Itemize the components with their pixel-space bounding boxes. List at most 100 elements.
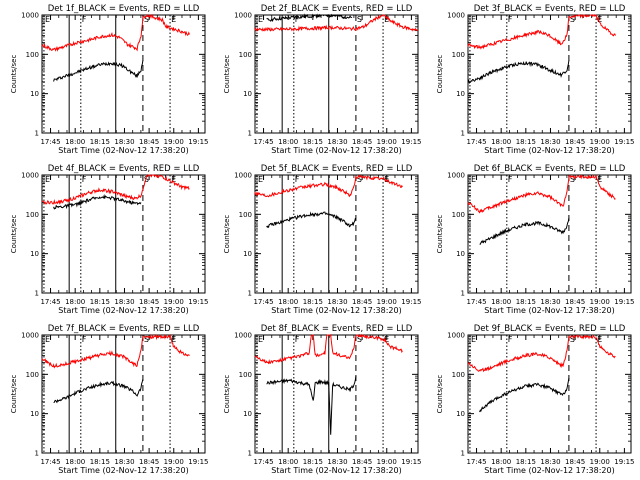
x-tick-label: 19:15 [188,458,208,466]
x-tick-label: 18:00 [491,138,511,146]
x-tick-label: 19:15 [614,138,634,146]
x-tick-label: 18:45 [139,458,159,466]
plot-frame [467,14,632,134]
x-tick-label: 18:45 [352,298,372,306]
event-marker-label: E [258,335,263,344]
series-events-line [266,376,357,435]
x-tick-label: 18:30 [327,298,347,306]
panel-title: Det 6f_BLACK = Events, RED = LLD [474,164,626,174]
x-tick-label: 17:45 [40,458,60,466]
y-tick-label: 1 [461,450,465,458]
y-tick-label: 100 [26,51,39,59]
series-events-line [266,211,357,229]
x-axis-label: Start Time (02-Nov-12 17:38:20) [484,146,614,155]
plot-frame [41,14,206,134]
y-axis-label: Counts/sec [10,215,18,254]
x-tick-label: 19:15 [401,138,421,146]
event-marker-label: E [597,15,602,24]
x-tick-label: 19:00 [590,138,610,146]
x-tick-label: 19:00 [377,298,397,306]
y-tick-label: 1 [248,130,252,138]
y-tick-label: 1000 [447,332,465,340]
y-tick-label: 1000 [21,332,39,340]
x-axis-label: Start Time (02-Nov-12 17:38:20) [58,466,188,475]
y-tick-label: 100 [239,211,252,219]
x-tick-label: 19:00 [377,458,397,466]
x-tick-label: 18:00 [278,138,298,146]
x-tick-label: 17:45 [466,458,486,466]
event-marker-label: F [508,15,513,24]
event-marker-label: S [144,15,149,24]
event-marker-label: E [384,175,389,184]
x-tick-label: 19:15 [188,298,208,306]
y-tick-label: 1 [248,450,252,458]
event-marker-label: E [258,15,263,24]
event-marker-label: E [384,335,389,344]
x-tick-label: 19:00 [590,298,610,306]
y-tick-label: 100 [239,51,252,59]
y-tick-label: 1000 [21,172,39,180]
y-tick-label: 100 [26,371,39,379]
y-tick-label: 10 [30,410,39,418]
x-tick-label: 18:15 [90,138,110,146]
series-lld-line [41,13,190,52]
y-tick-label: 100 [452,211,465,219]
x-tick-label: 18:00 [65,138,85,146]
series-events-line [479,378,570,413]
panel-title: Det 1f_BLACK = Events, RED = LLD [48,4,200,14]
x-tick-label: 19:15 [614,458,634,466]
panel-5: Det 5f_BLACK = Events, RED = LLD 1 10 100 10… [223,164,421,315]
event-marker-label: E [171,175,176,184]
y-axis-label: Counts/sec [10,55,18,94]
x-tick-label: 18:30 [114,458,134,466]
y-tick-label: 1000 [234,332,252,340]
x-tick-label: 17:45 [253,138,273,146]
y-tick-label: 100 [452,371,465,379]
series-lld-line [254,174,403,198]
series-events-line [53,60,144,82]
y-tick-label: 10 [30,90,39,98]
series-events-line [53,379,144,404]
event-marker-label: E [45,175,50,184]
series-events-line [479,218,570,245]
y-tick-label: 10 [243,90,252,98]
event-marker-label: E [171,335,176,344]
y-axis-label: Counts/sec [223,215,231,254]
event-marker-label: F [82,15,87,24]
series-lld-line [467,174,616,214]
x-axis-label: Start Time (02-Nov-12 17:38:20) [484,466,614,475]
x-tick-label: 18:15 [303,458,323,466]
y-tick-label: 1000 [447,12,465,20]
y-tick-label: 1000 [21,12,39,20]
event-marker-label: S [357,15,362,24]
event-marker-label: E [384,15,389,24]
x-tick-label: 18:30 [540,298,560,306]
plot-frame [254,14,419,134]
x-tick-label: 18:00 [278,298,298,306]
x-tick-label: 18:30 [327,458,347,466]
y-tick-label: 1 [461,290,465,298]
x-tick-label: 18:45 [352,458,372,466]
x-tick-label: 19:00 [164,298,184,306]
y-tick-label: 10 [456,250,465,258]
x-tick-label: 19:00 [590,458,610,466]
y-tick-label: 100 [452,51,465,59]
x-tick-label: 17:45 [40,138,60,146]
event-marker-label: F [82,335,87,344]
event-marker-label: S [144,175,149,184]
x-tick-label: 17:45 [253,458,273,466]
x-tick-label: 18:00 [491,298,511,306]
y-tick-label: 1 [35,130,39,138]
y-axis-label: Counts/sec [436,215,444,254]
plot-frame [41,334,206,454]
y-tick-label: 1000 [447,172,465,180]
x-tick-label: 18:00 [65,298,85,306]
x-tick-label: 19:00 [377,138,397,146]
x-tick-label: 19:15 [614,298,634,306]
x-tick-label: 18:30 [114,298,134,306]
plot-frame [254,174,419,294]
panel-3: Det 3f_BLACK = Events, RED = LLD 1 10 100 10… [436,4,634,155]
panel-title: Det 2f_BLACK = Events, RED = LLD [261,4,413,14]
x-tick-label: 19:15 [401,298,421,306]
